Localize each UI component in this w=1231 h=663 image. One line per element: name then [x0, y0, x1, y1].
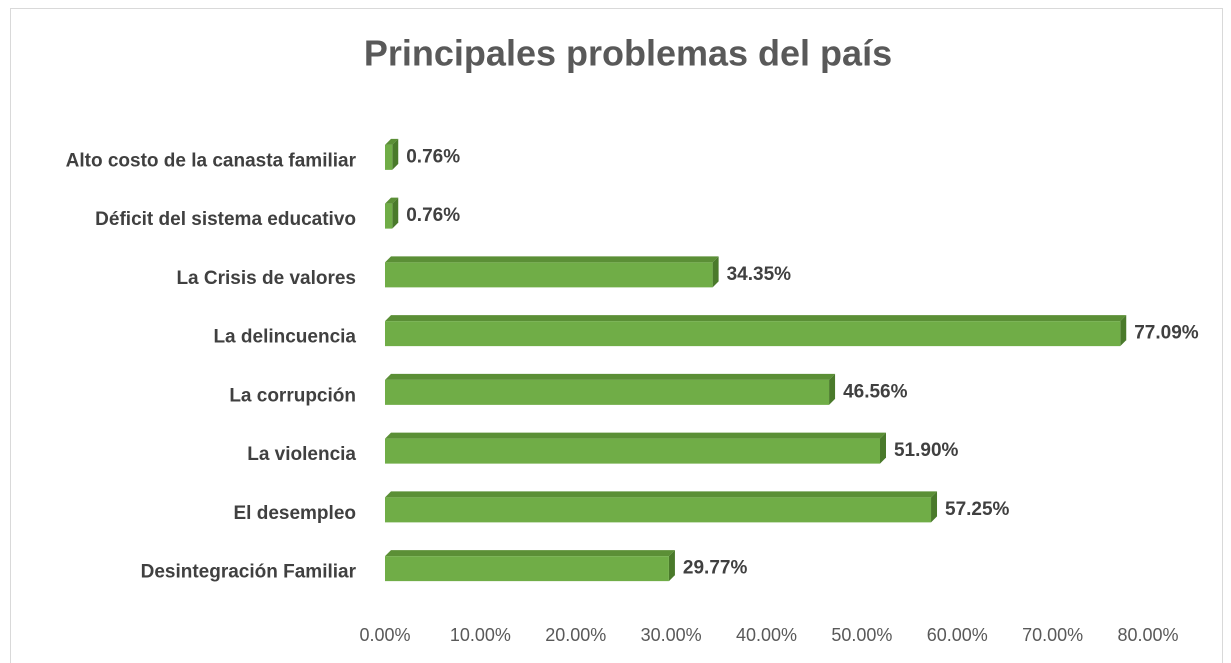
bar-side	[392, 197, 399, 229]
bar	[385, 262, 713, 288]
data-label: 34.35%	[727, 264, 792, 285]
bar-side	[712, 256, 719, 288]
bar	[385, 203, 393, 229]
data-label: 77.09%	[1134, 323, 1199, 344]
x-tick-label: 70.00%	[1022, 625, 1083, 645]
data-label: 51.90%	[894, 440, 959, 461]
bar-side	[668, 550, 675, 582]
data-label: 0.76%	[406, 146, 460, 167]
y-tick-label: La delincuencia	[213, 327, 356, 348]
bar	[385, 379, 830, 405]
chart-title: Principales problemas del país	[364, 33, 892, 74]
y-tick-label: El desempleo	[234, 503, 357, 524]
y-tick-label: La violencia	[247, 444, 356, 465]
x-tick-label: 30.00%	[641, 625, 702, 645]
bar	[385, 438, 880, 464]
x-tick-label: 80.00%	[1117, 625, 1178, 645]
y-tick-label: La corrupción	[229, 385, 356, 406]
x-tick-label: 0.00%	[359, 625, 410, 645]
bar-top	[385, 491, 938, 498]
bar-top	[385, 138, 399, 145]
x-tick-label: 50.00%	[831, 625, 892, 645]
data-label: 29.77%	[683, 558, 748, 579]
bar-top	[385, 432, 886, 439]
bar-top	[385, 197, 399, 204]
y-tick-label: Déficit del sistema educativo	[95, 209, 356, 230]
data-label: 57.25%	[945, 499, 1010, 520]
y-tick-label: Alto costo de la canasta familiar	[66, 150, 357, 171]
bar-side	[879, 432, 886, 464]
bar-side	[931, 491, 938, 523]
bar-top	[385, 315, 1127, 322]
y-tick-label: La Crisis de valores	[176, 268, 356, 289]
bar-side	[392, 138, 399, 170]
x-tick-label: 20.00%	[545, 625, 606, 645]
bar-side	[1120, 315, 1127, 347]
bar-top	[385, 373, 836, 380]
bar	[385, 497, 932, 523]
y-tick-label: Desintegración Familiar	[141, 562, 357, 583]
x-tick-label: 10.00%	[450, 625, 511, 645]
data-label: 0.76%	[406, 205, 460, 226]
bar	[385, 321, 1121, 347]
x-tick-label: 60.00%	[927, 625, 988, 645]
bar	[385, 556, 669, 582]
bar-top	[385, 550, 675, 557]
bar-top	[385, 256, 719, 263]
bar	[385, 144, 393, 170]
x-tick-label: 40.00%	[736, 625, 797, 645]
bar-side	[829, 373, 836, 405]
data-label: 46.56%	[843, 381, 908, 402]
